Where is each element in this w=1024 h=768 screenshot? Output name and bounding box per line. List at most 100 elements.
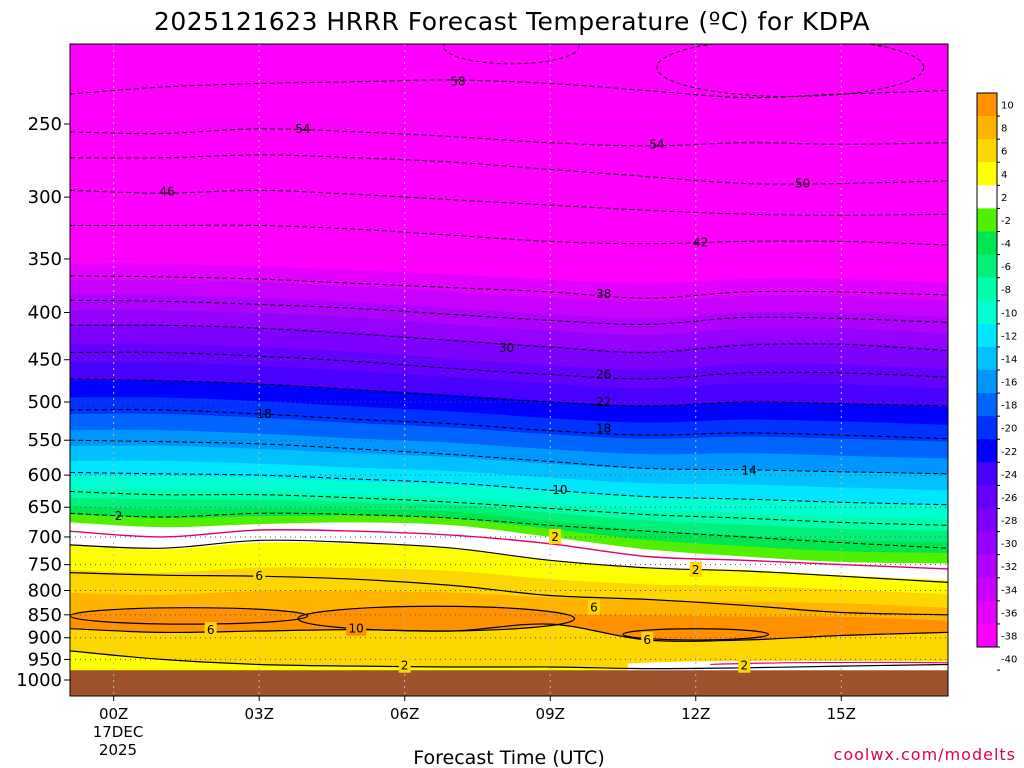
colorbar-label-4: 4 [1001, 170, 1007, 181]
y-tick-650: 650 [28, 497, 62, 518]
contour-zero [70, 528, 948, 570]
colorbar-swatch-9 [977, 300, 997, 325]
x-tick-06Z: 06Z [390, 705, 419, 723]
y-tick-300: 300 [28, 187, 62, 208]
contour-label-18: 18 [256, 407, 271, 421]
contour-dashed-38-5 [70, 275, 948, 299]
y-tick-700: 700 [28, 527, 62, 548]
contour-dashed-46-3 [70, 189, 948, 216]
y-tick-350: 350 [28, 249, 62, 270]
contour-dashed-26-8 [70, 351, 948, 380]
colorbar-legend: 10 8 6 4 2 -2 -4 -6 -8 -10 -12 -14 -16 -18 -20 -22 -24 -2… [976, 92, 1017, 671]
colorbar-label--8: -8 [1001, 285, 1011, 296]
contour-warm-0 [70, 607, 309, 625]
y-tick-550: 550 [28, 430, 62, 451]
x-tick-12Z: 12Z [681, 705, 710, 723]
y-tick-850: 850 [28, 605, 62, 626]
colorbar-swatch-2 [977, 139, 997, 163]
colorbar-label--6: -6 [1001, 262, 1011, 273]
colorbar-swatch-13 [977, 393, 997, 417]
contour-warm-1 [297, 605, 576, 632]
colorbar-swatch-1 [977, 116, 997, 140]
colorbar-label--24: -24 [1001, 470, 1017, 481]
contour-label-10: 10 [349, 622, 364, 636]
contour-dashed-42-4 [70, 224, 948, 246]
contour-label-30: 30 [499, 341, 514, 355]
x-tick-00Z: 00Z [99, 705, 128, 723]
y-tick-900: 900 [28, 628, 62, 649]
y-tick-600: 600 [28, 465, 62, 486]
colorbar-label--32: -32 [1001, 562, 1017, 573]
y-tick-800: 800 [28, 581, 62, 602]
contour-label-50: 50 [795, 177, 810, 191]
warm-pocket-0 [70, 607, 308, 625]
contour-zero-surface [710, 661, 948, 666]
colorbar-swatch-4 [977, 185, 997, 209]
y-tick-750: 750 [28, 555, 62, 576]
contour-dashed-14-11 [70, 439, 948, 475]
contour-label-bg-23 [398, 657, 411, 673]
contour-label-2: 2 [740, 659, 748, 673]
contour-label-6: 6 [643, 633, 651, 647]
contour-label-54: 54 [649, 137, 664, 151]
contour-dashed-2-14 [70, 512, 948, 549]
colorbar-label--34: -34 [1001, 585, 1017, 596]
colorbar-swatch-11 [977, 346, 997, 371]
x-date-day: 17DEC [93, 723, 144, 741]
colorbar-label--28: -28 [1001, 516, 1017, 527]
colorbar-swatch-12 [977, 370, 997, 394]
contour-label-14: 14 [741, 463, 756, 477]
colorbar-swatch-17 [977, 485, 997, 509]
contour-dashed-10-12 [70, 471, 948, 506]
credit-link[interactable]: coolwx.com/modelts [834, 745, 1016, 764]
contour-warm-2 [622, 628, 770, 641]
colorbar-label--26: -26 [1001, 493, 1017, 504]
contour-label-bg-18 [587, 599, 600, 615]
colorbar-label--10: -10 [1001, 308, 1017, 319]
y-tick-250: 250 [28, 114, 62, 135]
colorbar-label--22: -22 [1001, 447, 1017, 458]
colorbar-label-8: 8 [1001, 124, 1007, 135]
plot-frame [69, 43, 949, 697]
colorbar-label--18: -18 [1001, 401, 1017, 412]
warm-pocket-1 [297, 606, 575, 632]
colorbar-swatch-6 [977, 231, 997, 256]
contour-dashed-54-1 [70, 128, 948, 147]
contour-dashed-50-2 [70, 154, 948, 185]
contour-dashed-58-0 [70, 79, 948, 99]
contour-dashed-6-13 [70, 491, 948, 526]
x-tick-09Z: 09Z [536, 705, 565, 723]
contour-label-bg-15 [549, 528, 562, 544]
contour-label-38: 38 [596, 287, 611, 301]
contour-label-58: 58 [450, 75, 465, 89]
contour-label-18: 18 [596, 421, 611, 435]
contour-label-10: 10 [552, 483, 567, 497]
ground [70, 670, 948, 696]
colorbar-swatch-19 [977, 531, 997, 556]
colorbar-swatch-20 [977, 554, 997, 579]
contour-label-6: 6 [590, 601, 598, 615]
colorbar-label--36: -36 [1001, 608, 1017, 619]
contour-label-22: 22 [596, 395, 611, 409]
contour-label-42: 42 [693, 236, 708, 250]
colorbar-swatch-7 [977, 254, 997, 279]
contour-label-6: 6 [207, 623, 215, 637]
contour-solid-6-1 [70, 572, 948, 616]
colorbar-swatch-15 [977, 439, 997, 463]
x-axis-label: Forecast Time (UTC) [413, 747, 604, 768]
colorbar-swatch-18 [977, 508, 997, 533]
colorbar-label--38: -38 [1001, 631, 1017, 642]
colorbar-label--40: -40 [1001, 655, 1017, 666]
contour-label-bg-22 [738, 657, 751, 673]
x-date-year: 2025 [99, 741, 137, 759]
colorbar-swatch-21 [977, 577, 997, 602]
contour-label-54: 54 [295, 122, 310, 136]
colorbar-label-2: 2 [1001, 193, 1007, 204]
y-tick-500: 500 [28, 392, 62, 413]
colorbar-label-6: 6 [1001, 147, 1007, 158]
colorbar-label--20: -20 [1001, 424, 1017, 435]
chart-title: 2025121623 HRRR Forecast Temperature (ºC… [154, 7, 870, 36]
colorbar-swatch-10 [977, 323, 997, 348]
